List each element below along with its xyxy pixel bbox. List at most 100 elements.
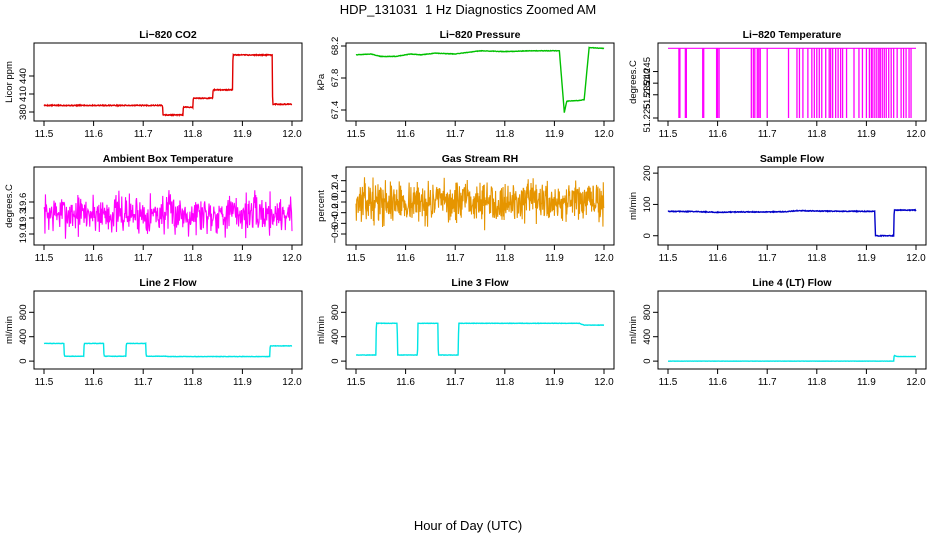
x-tick-label: 12.0 xyxy=(282,253,302,264)
x-tick-label: 11.6 xyxy=(396,377,415,388)
panel-7: Line 2 Flow 11.5 11.6 11.7 11.8 11.9 12.0 0 400 8… xyxy=(4,277,303,388)
y-tick-label: 410 xyxy=(18,86,29,102)
x-tick-label: 11.7 xyxy=(446,377,465,388)
x-tick-label: 11.8 xyxy=(807,129,826,140)
panel-6: Sample Flow 11.5 11.6 11.7 11.8 11.9 12.0 0 100 2… xyxy=(628,153,927,264)
y-tick-label: 0.2 xyxy=(330,185,341,198)
panel-title: Ambient Box Temperature xyxy=(103,153,234,165)
y-axis-label: ml/min xyxy=(316,316,327,344)
x-tick-label: 11.5 xyxy=(659,377,678,388)
x-tick-label: 11.6 xyxy=(708,377,727,388)
y-axis-label: degrees.C xyxy=(4,184,15,228)
x-tick-label: 11.5 xyxy=(35,377,54,388)
y-tick-label: 0 xyxy=(18,358,29,363)
panel-title: Gas Stream RH xyxy=(442,153,518,165)
plot-frame xyxy=(33,42,303,122)
x-tick-label: 11.9 xyxy=(857,129,876,140)
series-line xyxy=(667,354,917,362)
y-tick-label: 0 xyxy=(330,358,341,363)
x-tick-label: 12.0 xyxy=(594,129,614,140)
y-tick-label: 51.240 xyxy=(642,69,653,98)
plot-frame xyxy=(33,166,303,246)
x-tick-label: 12.0 xyxy=(282,377,302,388)
panel-8: Line 3 Flow 11.5 11.6 11.7 11.8 11.9 12.0 0 400 8… xyxy=(316,277,615,388)
panel-5: Gas Stream RH 11.5 11.6 11.7 11.8 11.9 12.0 −0.… xyxy=(316,153,615,264)
y-axis-label: ml/min xyxy=(4,316,15,344)
x-tick-label: 11.7 xyxy=(758,253,777,264)
x-tick-label: 11.8 xyxy=(495,129,514,140)
figure-title: HDP_131031 1 Hz Diagnostics Zoomed AM xyxy=(339,2,597,17)
y-tick-label: 100 xyxy=(642,197,653,213)
x-tick-label: 11.6 xyxy=(708,129,727,140)
y-tick-label: 67.4 xyxy=(330,101,341,120)
panel-2: Li−820 Pressure 11.5 11.6 11.7 11.8 11.9 12.0 6… xyxy=(316,29,615,140)
panel-title: Li−820 CO2 xyxy=(139,29,197,41)
y-axis-label: kPa xyxy=(316,73,327,90)
x-tick-label: 11.5 xyxy=(347,129,366,140)
series-line xyxy=(355,46,605,113)
x-tick-label: 11.9 xyxy=(545,253,564,264)
panel-4: Ambient Box Temperature 11.5 11.6 11.7 11.8 1… xyxy=(4,153,303,264)
plot-frame xyxy=(657,290,927,370)
x-tick-label: 11.9 xyxy=(857,377,876,388)
x-tick-label: 11.6 xyxy=(396,253,415,264)
plot-frame xyxy=(345,290,615,370)
x-tick-label: 12.0 xyxy=(282,129,302,140)
y-tick-label: 67.8 xyxy=(330,69,341,88)
x-tick-label: 11.6 xyxy=(708,253,727,264)
x-tick-label: 11.9 xyxy=(857,253,876,264)
x-tick-label: 11.9 xyxy=(233,253,252,264)
y-tick-label: 800 xyxy=(642,304,653,320)
y-tick-label: 440 xyxy=(18,68,29,84)
x-tick-label: 11.7 xyxy=(758,129,777,140)
plot-frame xyxy=(345,166,615,246)
panel-title: Line 2 Flow xyxy=(139,277,197,289)
y-tick-label: 0 xyxy=(642,233,653,238)
x-tick-label: 11.7 xyxy=(446,129,465,140)
y-axis-label: Licor ppm xyxy=(4,61,15,103)
y-tick-label: 200 xyxy=(642,165,653,181)
x-tick-label: 11.9 xyxy=(545,377,564,388)
x-tick-label: 11.7 xyxy=(134,377,153,388)
x-tick-label: 11.5 xyxy=(347,377,366,388)
panel-title: Line 4 (LT) Flow xyxy=(752,277,832,289)
y-tick-label: 400 xyxy=(642,329,653,345)
x-tick-label: 12.0 xyxy=(594,377,614,388)
y-tick-label: 19.3 xyxy=(18,209,29,228)
y-tick-label: −0.2 xyxy=(330,203,341,222)
panel-1: Li−820 CO2 11.5 11.6 11.7 11.8 11.9 12.0 380 410… xyxy=(4,29,303,140)
y-tick-label: 0 xyxy=(642,358,653,363)
y-tick-label: 380 xyxy=(18,104,29,120)
series-line xyxy=(355,321,605,356)
x-tick-label: 11.5 xyxy=(35,253,54,264)
y-axis-label: degrees.C xyxy=(628,60,639,104)
panel-title: Sample Flow xyxy=(760,153,825,165)
plot-frame xyxy=(657,166,927,246)
x-tick-label: 11.6 xyxy=(84,253,103,264)
panel-9: Line 4 (LT) Flow 11.5 11.6 11.7 11.8 11.9 12.0… xyxy=(628,277,927,388)
y-tick-label: 51.225 xyxy=(642,103,653,132)
y-tick-label: 400 xyxy=(330,329,341,345)
x-tick-label: 11.9 xyxy=(233,129,252,140)
x-tick-label: 12.0 xyxy=(906,129,926,140)
y-axis-label: ml/min xyxy=(628,192,639,220)
x-tick-label: 11.6 xyxy=(396,129,415,140)
x-tick-label: 11.8 xyxy=(807,253,826,264)
x-tick-label: 12.0 xyxy=(594,253,614,264)
y-tick-label: 400 xyxy=(18,329,29,345)
x-axis-title: Hour of Day (UTC) xyxy=(413,518,523,533)
series-line xyxy=(43,52,293,117)
plot-frame xyxy=(345,42,615,122)
x-tick-label: 11.8 xyxy=(183,253,202,264)
y-tick-label: 19.6 xyxy=(18,193,29,212)
panel-title: Line 3 Flow xyxy=(451,277,509,289)
x-tick-label: 11.8 xyxy=(183,377,202,388)
y-tick-label: 68.2 xyxy=(330,37,341,56)
y-tick-label: 0.0 xyxy=(330,195,341,208)
y-tick-label: 51.245 xyxy=(642,57,653,86)
x-tick-label: 11.8 xyxy=(183,129,202,140)
x-tick-label: 11.7 xyxy=(758,377,777,388)
y-axis-label: percent xyxy=(316,190,327,222)
y-tick-label: 19.0 xyxy=(18,225,29,244)
